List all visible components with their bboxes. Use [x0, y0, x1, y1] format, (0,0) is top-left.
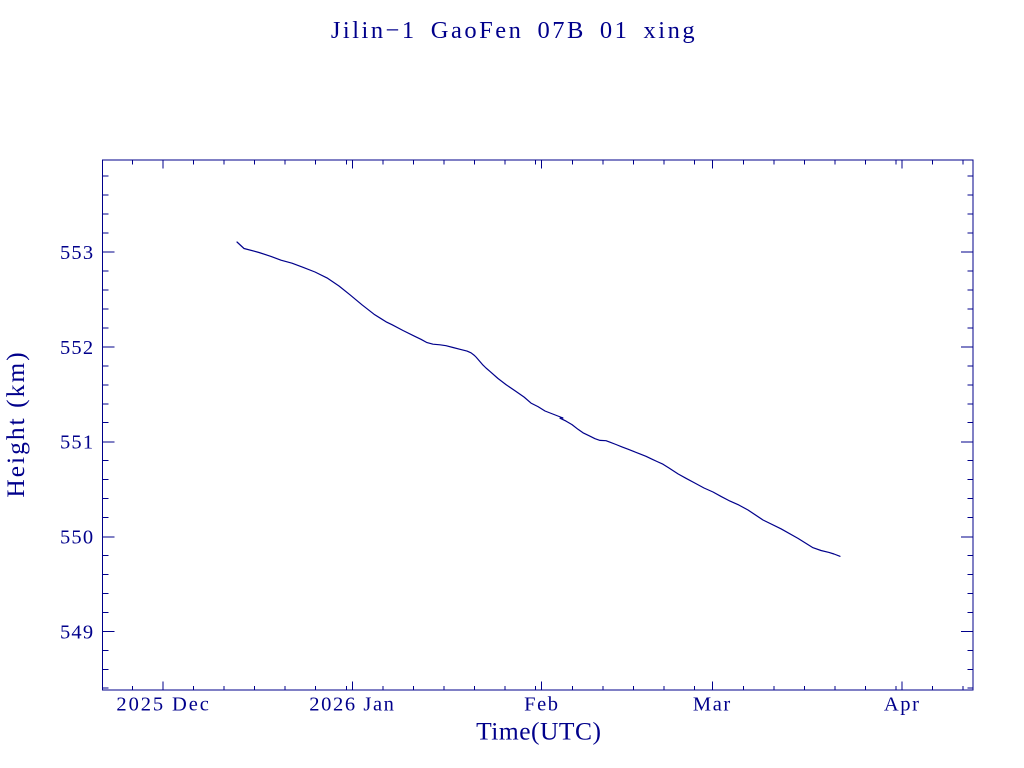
- svg-text:550: 550: [60, 527, 94, 549]
- svg-text:549: 549: [60, 621, 94, 643]
- svg-text:Feb: Feb: [524, 694, 560, 716]
- svg-text:Time(UTC): Time(UTC): [476, 717, 601, 746]
- svg-text:551: 551: [60, 432, 94, 454]
- svg-text:553: 553: [60, 242, 94, 264]
- svg-text:2025 Dec: 2025 Dec: [116, 694, 210, 716]
- svg-text:Jilin−1 GaoFen 07B 01 xing: Jilin−1 GaoFen 07B 01 xing: [331, 17, 697, 44]
- svg-text:Apr: Apr: [884, 694, 921, 716]
- svg-text:2026 Jan: 2026 Jan: [309, 694, 395, 716]
- svg-text:Mar: Mar: [693, 694, 732, 716]
- svg-text:Height (km): Height (km): [1, 350, 30, 497]
- svg-text:552: 552: [60, 337, 94, 359]
